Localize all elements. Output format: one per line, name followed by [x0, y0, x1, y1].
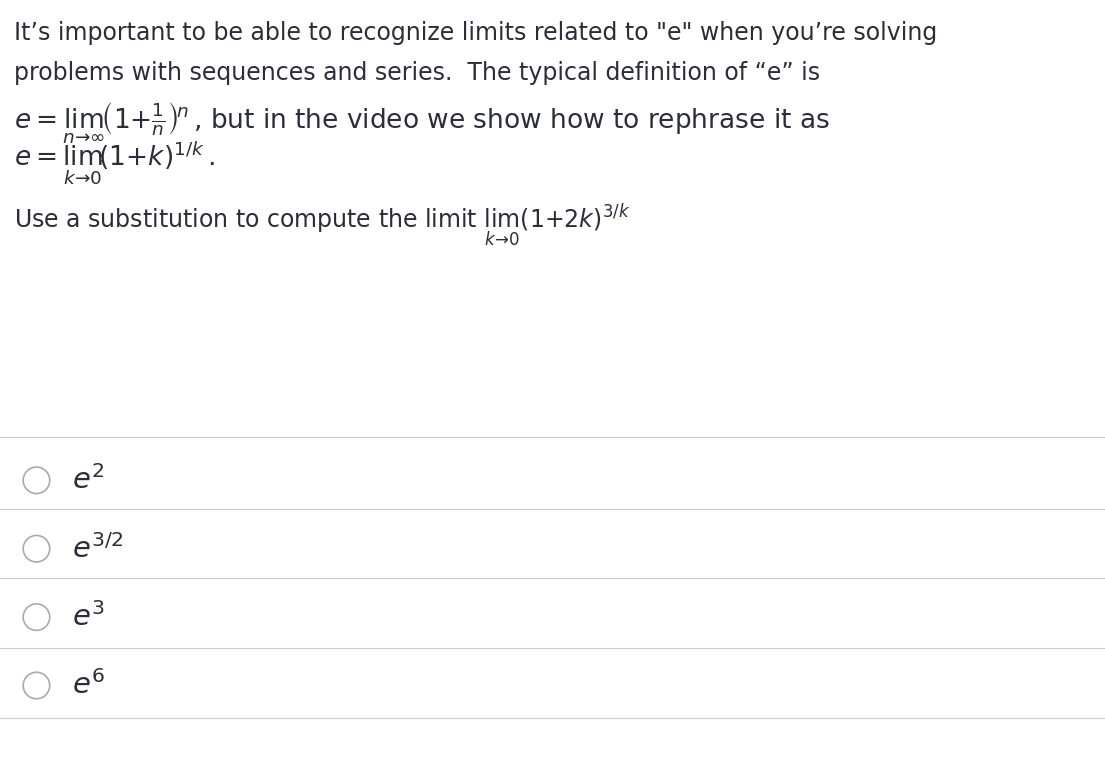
Ellipse shape — [23, 536, 50, 562]
Text: It’s important to be able to recognize limits related to "e" when you’re solving: It’s important to be able to recognize l… — [14, 21, 938, 46]
Text: $e^{3/2}$: $e^{3/2}$ — [72, 534, 123, 564]
Text: $e^2$: $e^2$ — [72, 465, 104, 496]
Text: $e = \lim_{n\to\infty}\!\left(1+\frac{1}{n}\right)^{\!n}$, but in the video we s: $e = \lim_{n\to\infty}\!\left(1+\frac{1}… — [14, 100, 830, 146]
Text: $e^3$: $e^3$ — [72, 602, 104, 632]
Text: problems with sequences and series.  The typical definition of “e” is: problems with sequences and series. The … — [14, 61, 821, 85]
Ellipse shape — [23, 673, 50, 698]
Ellipse shape — [23, 467, 50, 493]
Text: Use a substitution to compute the limit $\lim_{k\to 0}\left(1+2k\right)^{3/k}$: Use a substitution to compute the limit … — [14, 203, 631, 249]
Ellipse shape — [23, 604, 50, 630]
Text: $e^6$: $e^6$ — [72, 670, 105, 701]
Text: $e = \lim_{k\to 0}\!\left(1+k\right)^{1/k}$.: $e = \lim_{k\to 0}\!\left(1+k\right)^{1/… — [14, 140, 215, 187]
